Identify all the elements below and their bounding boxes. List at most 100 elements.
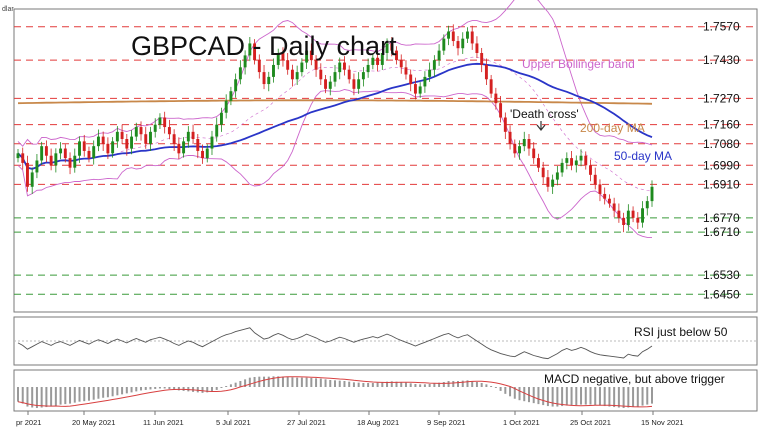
macd-bar-132	[641, 387, 644, 406]
candle-body-88	[432, 60, 436, 70]
candle-body-9	[59, 148, 63, 154]
candle-body-69	[343, 62, 346, 70]
candle-body-75	[371, 57, 375, 65]
macd-bar-65	[324, 379, 327, 387]
ma200-line	[17, 99, 653, 105]
candle-body-122	[593, 174, 597, 185]
candle-body-60	[300, 62, 304, 73]
level-label-6: 1.6910	[703, 177, 740, 191]
macd-bar-41	[210, 387, 213, 392]
macd-bar-39	[201, 387, 204, 393]
candle-body-78	[385, 43, 389, 53]
macd-bar-30	[158, 387, 161, 389]
candle-body-129	[626, 210, 630, 225]
x-label-3: 5 Jul 2021	[216, 418, 251, 427]
macd-histogram	[17, 376, 653, 409]
candle-body-95	[466, 31, 469, 39]
candle-body-36	[186, 131, 190, 142]
macd-bar-68	[338, 380, 341, 387]
macd-bar-11	[69, 387, 72, 404]
macd-bar-121	[589, 387, 592, 405]
candle-body-15	[87, 150, 91, 159]
macd-bar-5	[40, 387, 43, 408]
macd-bar-77	[381, 382, 384, 387]
candle-body-71	[352, 79, 356, 89]
candle-body-125	[607, 198, 611, 204]
candle-body-123	[598, 184, 602, 194]
macd-bar-100	[490, 386, 493, 387]
candle-body-89	[437, 50, 441, 61]
candle-body-81	[399, 60, 403, 68]
candle-body-58	[290, 69, 294, 80]
x-label-9: 15 Nov 2021	[641, 418, 684, 427]
candle-body-110	[536, 158, 540, 168]
candle-body-55	[276, 53, 280, 65]
candle-body-46	[234, 79, 238, 92]
candle-body-92	[451, 31, 455, 42]
candle-body-127	[617, 210, 621, 218]
candle-body-73	[361, 72, 365, 80]
candle-body-106	[518, 146, 521, 154]
candle-body-31	[163, 117, 167, 128]
macd-bar-40	[206, 387, 209, 393]
macd-bar-79	[390, 381, 393, 387]
price-levels: 1.7570 1.7430 1.7270 1.7160 1.7080 1.6990 1.69…	[14, 20, 757, 301]
macd-bar-61	[305, 377, 308, 387]
bollinger-upper	[17, 0, 653, 147]
candle-body-70	[347, 69, 351, 80]
macd-bar-85	[419, 384, 422, 387]
candle-body-48	[243, 55, 247, 68]
candle-body-14	[82, 141, 86, 151]
macd-bar-32	[168, 387, 171, 389]
candle-body-54	[272, 64, 275, 77]
candle-body-56	[281, 53, 285, 61]
candle-body-118	[574, 160, 578, 166]
candle-body-10	[63, 148, 67, 159]
macd-bar-19	[106, 387, 109, 398]
death-cross-label: 'Death cross'	[510, 107, 579, 121]
macd-bar-109	[532, 387, 535, 404]
candle-body-65	[324, 79, 327, 89]
macd-bar-133	[646, 387, 649, 405]
candle-body-12	[73, 155, 77, 168]
price-panel-frame	[13, 8, 758, 313]
candle-body-40	[205, 148, 209, 159]
macd-bar-81	[400, 382, 403, 387]
macd-bar-120	[584, 387, 587, 405]
x-label-6: 9 Sep 2021	[427, 418, 465, 427]
macd-bar-103	[504, 387, 507, 394]
x-label-1: 20 May 2021	[72, 418, 115, 427]
candle-body-51	[257, 60, 261, 73]
macd-bar-16	[92, 387, 95, 400]
x-axis: pr 2021 20 May 2021 11 Jun 2021 5 Jul 2021 2…	[16, 411, 684, 427]
candle-body-77	[380, 53, 384, 65]
macd-bar-75	[371, 383, 374, 387]
candle-body-111	[541, 167, 545, 178]
macd-bar-55	[277, 376, 280, 387]
candle-body-57	[286, 60, 290, 70]
macd-bar-28	[149, 387, 152, 390]
macd-bar-23	[125, 387, 128, 394]
header-stub: dlar	[2, 6, 14, 13]
ma200-label: 200-day MA	[580, 121, 645, 135]
macd-bar-117	[570, 387, 573, 406]
macd-bar-71	[352, 382, 355, 387]
macd-bar-101	[494, 387, 497, 388]
candle-body-103	[503, 117, 507, 132]
macd-bar-108	[527, 387, 530, 403]
macd-bar-59	[296, 377, 299, 387]
level-label-3: 1.7160	[703, 118, 740, 132]
upper-bollinger-label: Upper Bollinger band	[522, 57, 635, 71]
macd-signal-line	[17, 376, 653, 408]
candle-body-108	[527, 139, 531, 149]
candle-body-102	[499, 103, 503, 118]
macd-bar-115	[561, 387, 564, 407]
candle-body-93	[456, 41, 460, 49]
macd-bar-73	[362, 383, 365, 387]
macd-bar-21	[116, 387, 119, 396]
candle-body-47	[238, 67, 242, 80]
macd-bar-116	[565, 387, 568, 406]
macd-bar-123	[598, 387, 601, 406]
level-label-8: 1.6710	[703, 225, 740, 239]
candle-body-16	[92, 146, 96, 159]
